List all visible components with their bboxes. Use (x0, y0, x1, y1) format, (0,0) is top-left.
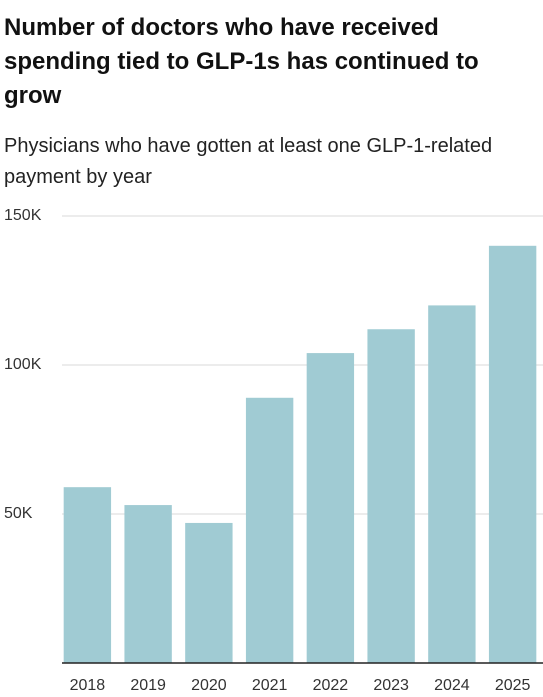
chart-subtitle: Physicians who have gotten at least one … (4, 135, 493, 188)
x-tick-label: 2021 (252, 677, 288, 694)
chart-title: Number of doctors who have received spen… (4, 14, 479, 109)
y-tick-label: 150K (4, 207, 42, 224)
bar (185, 522, 233, 663)
bar (306, 353, 355, 663)
x-tick-label: 2018 (70, 677, 106, 694)
x-tick-label: 2023 (373, 677, 409, 694)
x-tick-label: 2024 (434, 677, 470, 694)
bar (63, 487, 112, 663)
y-tick-label: 100K (4, 356, 42, 373)
bar (367, 329, 415, 663)
bar (488, 245, 537, 664)
bar (428, 305, 476, 663)
x-tick-label: 2020 (191, 677, 227, 694)
bar (245, 397, 294, 663)
y-tick-label: 50K (4, 505, 33, 522)
x-tick-label: 2019 (130, 677, 166, 694)
bar (124, 505, 172, 663)
x-tick-label: 2025 (495, 677, 531, 694)
x-tick-label: 2022 (313, 677, 349, 694)
